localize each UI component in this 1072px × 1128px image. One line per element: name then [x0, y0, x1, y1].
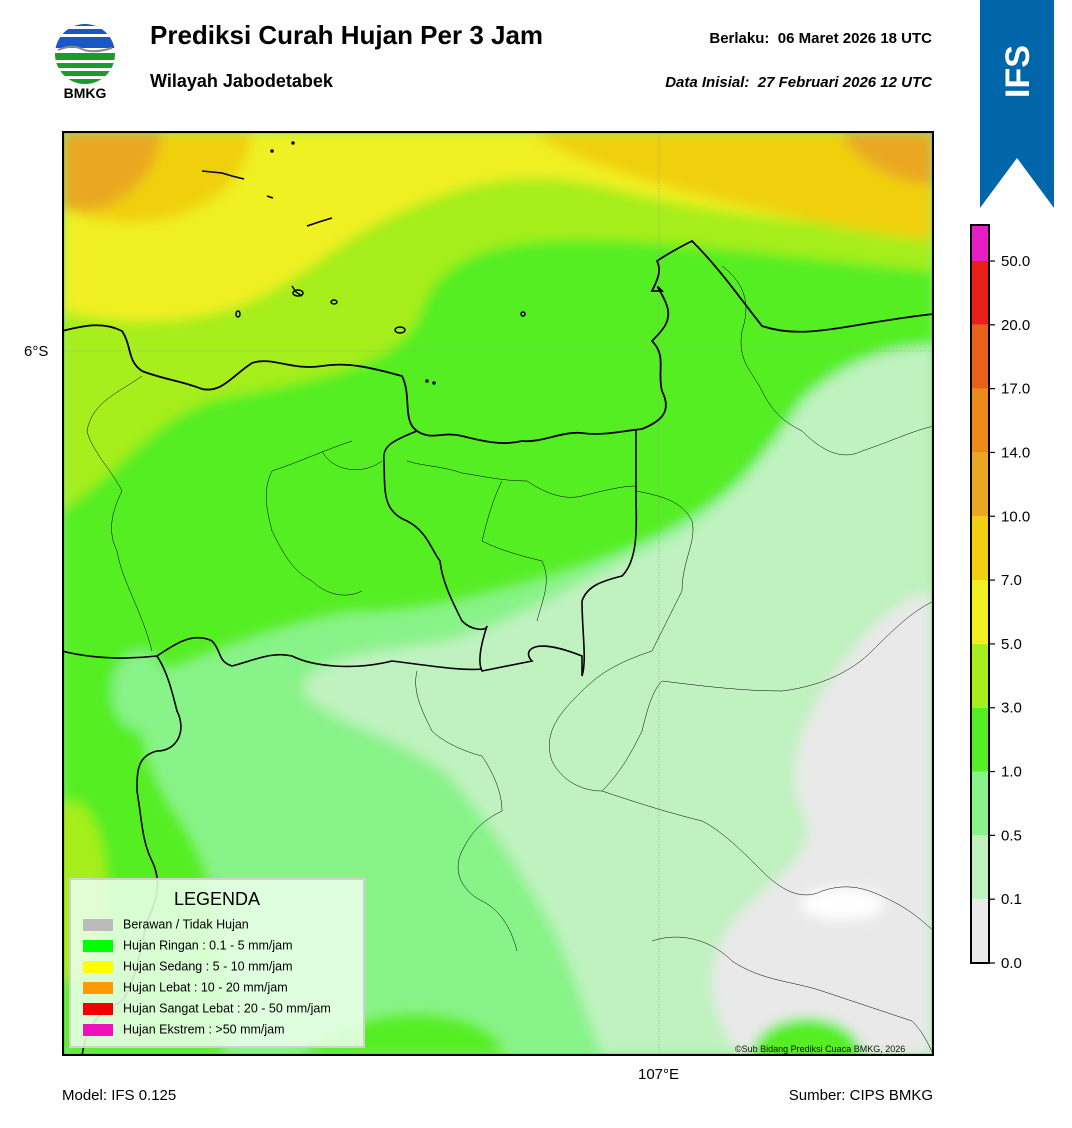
colorbar-bin: [971, 388, 989, 453]
colorbar-scale: 0.0 0.1 0.5 1.0 3.0 5.0 7.0 10.0 14.0 17.0 20.0 50.…: [970, 224, 1030, 972]
colorbar-frame: [970, 224, 990, 964]
colorbar-tick-label: 7.0: [1001, 572, 1022, 589]
legend-swatch: [83, 1002, 113, 1015]
colorbar-bin: [971, 899, 989, 963]
colorbar-bin: [971, 643, 989, 708]
colorbar-tick-label: 20.0: [1001, 317, 1030, 334]
source-label: Sumber: CIPS BMKG: [788, 1087, 933, 1104]
colorbar-tick-label: 50.0: [1001, 253, 1030, 270]
legend-swatch: [83, 918, 113, 931]
legend-item-very-heavy: Hujan Sangat Lebat : 20 - 50 mm/jam: [83, 1001, 331, 1017]
colorbar-bin: [971, 516, 989, 581]
page-title: Prediksi Curah Hujan Per 3 Jam: [150, 20, 544, 50]
init-label: Data Inisial:: [665, 74, 750, 91]
colorbar-tick-label: 3.0: [1001, 700, 1022, 717]
ifs-text: IFS: [999, 45, 1037, 98]
legend-item-light: Hujan Ringan : 0.1 - 5 mm/jam: [83, 938, 293, 954]
coastline: [62, 239, 934, 444]
init-value: 27 Februari 2026 12 UTC: [757, 74, 932, 91]
colorbar-tick-label: 14.0: [1001, 444, 1030, 461]
copyright-note: ©Sub Bidang Prediksi Cuaca BMKG, 2026: [735, 1044, 906, 1054]
islands: [201, 141, 526, 385]
valid-time: Berlaku: 06 Maret 2026 18 UTC: [709, 30, 932, 47]
lon-label: 107°E: [638, 1066, 680, 1083]
rain-zone-white: [800, 888, 884, 920]
colorbar-bin: [971, 452, 989, 517]
colorbar-bin: [971, 835, 989, 900]
rain-zone-orange1: [62, 131, 162, 212]
legend-item-clouds: Berawan / Tidak Hujan: [83, 917, 249, 933]
colorbar-tick-label: 0.5: [1001, 827, 1022, 844]
legend: LEGENDA Berawan / Tidak Hujan Hujan Ring…: [69, 878, 365, 1048]
logo-text: BMKG: [64, 85, 107, 101]
colorbar-tick-label: 1.0: [1001, 764, 1022, 781]
rainfall-map: [61, 130, 935, 1057]
rain-zone-light-left: [112, 651, 168, 731]
valid-label: Berlaku:: [709, 30, 770, 47]
legend-swatch: [83, 1023, 113, 1036]
legend-item-extreme: Hujan Ekstrem : >50 mm/jam: [83, 1022, 285, 1038]
lat-label: 6°S: [24, 343, 49, 360]
map-canvas: [61, 130, 935, 1057]
colorbar-bin: [971, 580, 989, 644]
rain-zone-orange2: [842, 131, 934, 186]
colorbar-bin: [971, 324, 989, 389]
colorbar-bin: [971, 261, 989, 325]
valid-value: 06 Maret 2026 18 UTC: [777, 30, 932, 47]
colorbar-bin: [971, 771, 989, 836]
colorbar-tick-label: 17.0: [1001, 381, 1030, 398]
rain-zone-gold2: [532, 131, 934, 241]
map-frame: [61, 130, 935, 1057]
bmkg-logo-icon: BMKG: [55, 24, 115, 101]
ifs-badge: IFS: [980, 0, 1054, 210]
legend-item-heavy: Hujan Lebat : 10 - 20 mm/jam: [83, 980, 288, 996]
model-label: Model: IFS 0.125: [62, 1087, 177, 1104]
init-time: Data Inisial: 27 Februari 2026 12 UTC: [665, 74, 932, 91]
legend-swatch: [83, 960, 113, 973]
legend-item-moderate: Hujan Sedang : 5 - 10 mm/jam: [83, 959, 293, 975]
bmkg-logo: BMKG: [52, 20, 118, 102]
regency-borders: [86, 265, 934, 1056]
page-subtitle: Wilayah Jabodetabek: [150, 71, 333, 91]
rain-zone-none: [712, 591, 934, 1056]
legend-swatch: [83, 939, 113, 952]
colorbar-tick-label: 0.1: [1001, 891, 1022, 908]
rain-zone-green-se: [752, 1018, 862, 1056]
colorbar-bin: [971, 225, 989, 261]
colorbar-tick-label: 0.0: [1001, 955, 1022, 972]
legend-swatch: [83, 981, 113, 994]
colorbar-tick-label: 5.0: [1001, 636, 1022, 653]
legend-title: LEGENDA: [173, 889, 261, 909]
colorbar: 0.0 0.1 0.5 1.0 3.0 5.0 7.0 10.0 14.0 17.0 20.0 50.…: [960, 215, 1072, 975]
colorbar-tick-label: 10.0: [1001, 508, 1030, 525]
ifs-banner-icon: IFS: [980, 0, 1054, 208]
colorbar-bin: [971, 707, 989, 772]
rain-zone-pale: [302, 346, 934, 1056]
